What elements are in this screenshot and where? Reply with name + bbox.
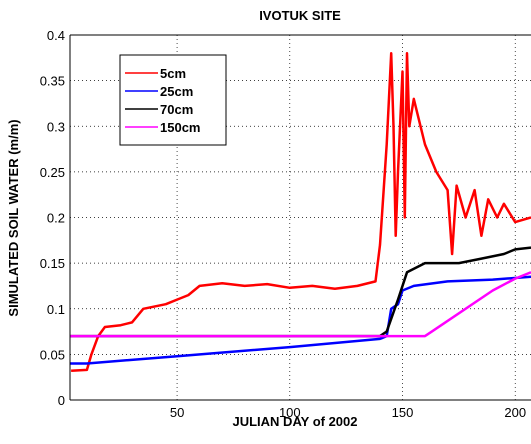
y-tick-label: 0.1	[47, 302, 65, 317]
legend-label: 70cm	[160, 102, 193, 117]
y-tick-label: 0.2	[47, 211, 65, 226]
x-tick-label: 150	[392, 405, 414, 420]
y-tick-label: 0.35	[40, 74, 65, 89]
y-tick-label: 0.15	[40, 256, 65, 271]
chart-title: IVOTUK SITE	[259, 8, 341, 23]
x-tick-label: 100	[279, 405, 301, 420]
series-line	[70, 275, 531, 365]
grid: 0 0.05 0.1 0.15 0.2 0.25 0.3 0.35 0.4 50 100 150 200	[40, 28, 531, 420]
x-tick-label: 50	[170, 405, 184, 420]
legend-label: 25cm	[160, 84, 193, 99]
legend-box	[119, 54, 227, 146]
legend-label: 150cm	[160, 120, 200, 135]
plot-lines	[70, 52, 531, 373]
series-line	[70, 246, 531, 338]
y-tick-label: 0.4	[47, 28, 65, 43]
y-tick-label: 0	[58, 393, 65, 408]
x-tick-label: 200	[504, 405, 526, 420]
legend: 5cm 25cm 70cm 150cm	[119, 54, 227, 146]
y-axis-label: SIMULATED SOIL WATER (m/m)	[6, 119, 21, 316]
x-axis-label: JULIAN DAY of 2002	[233, 414, 358, 429]
legend-label: 5cm	[160, 66, 186, 81]
y-tick-label: 0.05	[40, 347, 65, 362]
y-tick-label: 0.25	[40, 165, 65, 180]
series-line	[70, 271, 531, 338]
y-tick-label: 0.3	[47, 119, 65, 134]
series-line	[71, 52, 531, 373]
